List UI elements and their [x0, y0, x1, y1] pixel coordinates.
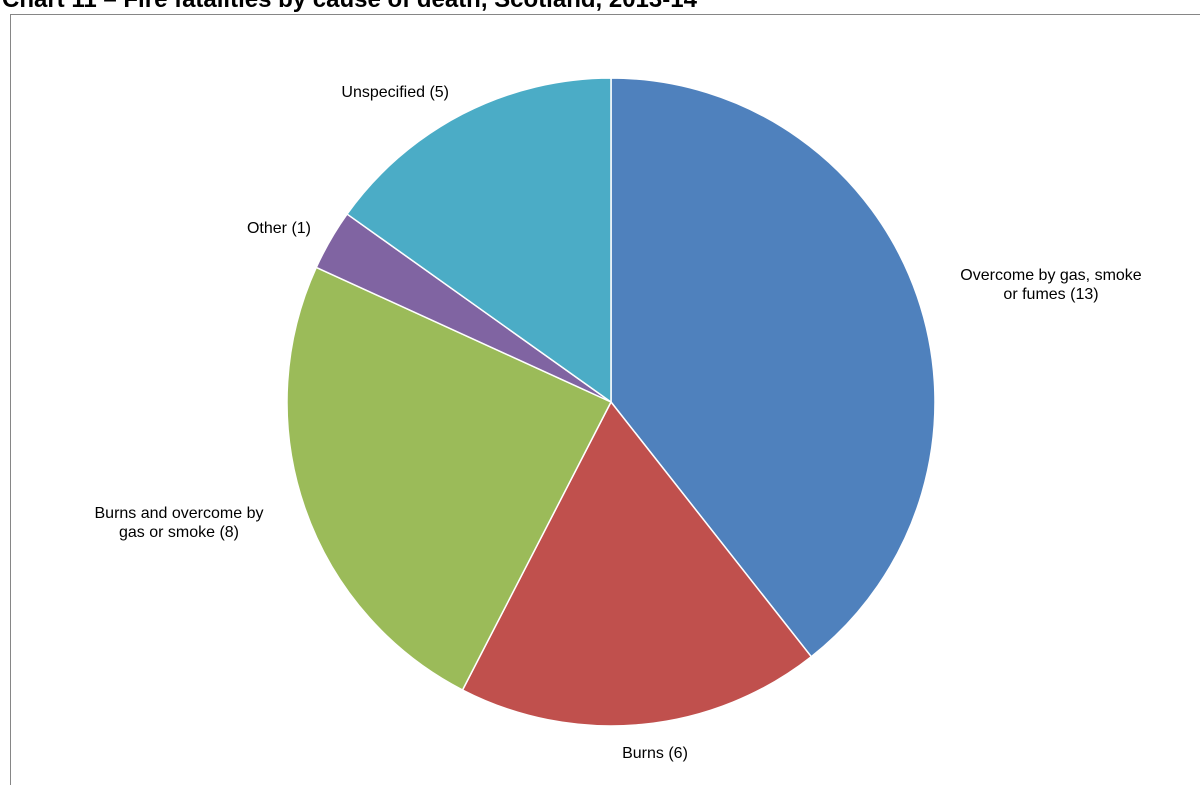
pie-slice-label: Other (1): [247, 220, 311, 237]
pie-slice: [286, 266, 612, 691]
pie-labels: Overcome by gas, smoke or fumes (13) Burns…: [95, 84, 1142, 762]
pie-slice-label-line: Overcome by gas, smoke: [960, 267, 1142, 284]
pie-slice-label: Overcome by gas, smoke or fumes (13): [960, 267, 1142, 303]
chart-frame: [10, 14, 1200, 785]
pie-slice-label-line: Other (1): [247, 220, 311, 237]
pie-slice: [610, 77, 936, 658]
pie-slice-label: Burns and overcome by gas or smoke (8): [95, 505, 264, 541]
pie-slice-label: Burns (6): [622, 745, 688, 762]
pie-slice-label-line: Burns and overcome by: [95, 505, 264, 522]
pie-slice-label-line: Unspecified (5): [341, 84, 449, 101]
chart-title: Chart 11 – Fire fatalities by cause of d…: [2, 0, 697, 14]
pie-slice-label: Unspecified (5): [341, 84, 449, 101]
pie-slice-label-line: gas or smoke (8): [119, 524, 239, 541]
pie-slice: [346, 77, 612, 403]
pie-slice-label-line: Burns (6): [622, 745, 688, 762]
pie-slice: [461, 401, 813, 727]
pie-slices: [286, 77, 936, 727]
pie-slice-label-line: or fumes (13): [1003, 286, 1098, 303]
